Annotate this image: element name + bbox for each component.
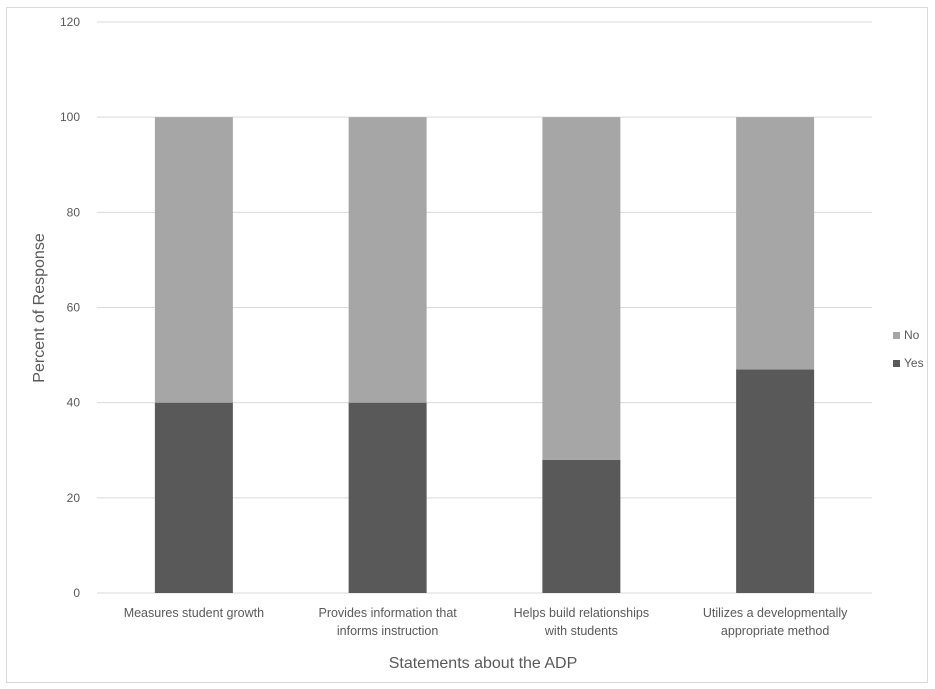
legend: No Yes — [893, 328, 924, 370]
legend-label-yes: Yes — [904, 356, 924, 370]
legend-label-no: No — [904, 328, 920, 342]
y-tick-label: 120 — [60, 15, 80, 29]
x-axis-title: Statements about the ADP — [389, 655, 578, 672]
y-axis-ticks: 0 20 40 60 80 100 120 — [60, 15, 80, 600]
bar-segment-yes — [154, 402, 233, 593]
y-tick-label: 20 — [67, 491, 81, 505]
x-category-label: with students — [544, 624, 618, 638]
bar-segment-no — [736, 117, 815, 370]
bar-segment-yes — [542, 459, 621, 593]
legend-swatch-yes — [893, 360, 900, 367]
y-axis-title: Percent of Response — [31, 233, 48, 383]
y-tick-label: 100 — [60, 110, 80, 124]
x-category-label: informs instruction — [337, 624, 438, 638]
x-category-label: appropriate method — [721, 624, 829, 638]
x-axis-categories: Measures student growth Provides informat… — [124, 606, 848, 638]
x-category-label: Helps build relationships — [514, 606, 650, 620]
bars — [154, 117, 815, 593]
y-tick-label: 80 — [67, 205, 81, 219]
x-category-label: Measures student growth — [124, 606, 264, 620]
y-tick-label: 40 — [67, 396, 81, 410]
bar-segment-no — [348, 117, 427, 403]
legend-swatch-no — [893, 332, 900, 339]
y-tick-label: 60 — [67, 301, 81, 315]
bar-segment-no — [154, 117, 233, 403]
x-category-label: Provides information that — [318, 606, 457, 620]
y-tick-label: 0 — [73, 586, 80, 600]
bar-segment-yes — [736, 369, 815, 593]
bar-segment-yes — [348, 402, 427, 593]
bar-segment-no — [542, 117, 621, 460]
x-category-label: Utilizes a developmentally — [703, 606, 848, 620]
